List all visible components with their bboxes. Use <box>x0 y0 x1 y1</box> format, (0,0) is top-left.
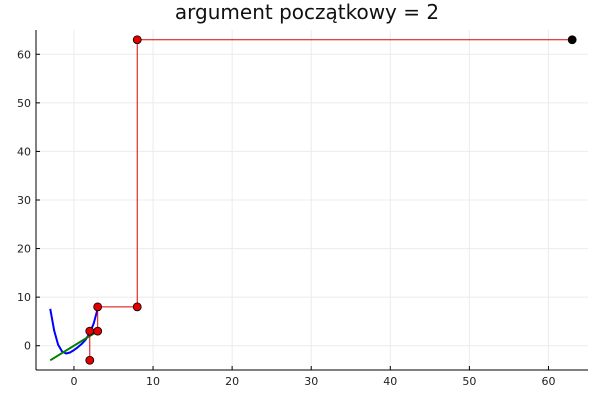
y-tick-label-3: 30 <box>17 194 31 207</box>
series-3-marker-3 <box>93 302 103 312</box>
y-tick-label-1: 10 <box>17 291 31 304</box>
y-tick-label-5: 50 <box>17 97 31 110</box>
chart-title: argument początkowy = 2 <box>175 0 439 24</box>
x-tick-label-0: 0 <box>70 375 77 388</box>
x-tick-label-2: 20 <box>225 375 239 388</box>
series-3-marker-2 <box>93 326 103 336</box>
y-tick-label-6: 60 <box>17 48 31 61</box>
grid <box>36 30 588 370</box>
axes: 0 10 20 30 40 50 60 0 10 20 30 40 50 60 <box>17 30 588 388</box>
series-4-marker-0 <box>567 35 577 45</box>
series-3-marker-0 <box>85 355 95 365</box>
x-tick-label-6: 60 <box>541 375 555 388</box>
y-tick-label-2: 20 <box>17 243 31 256</box>
x-tick-label-1: 10 <box>146 375 160 388</box>
x-tick-label-5: 50 <box>462 375 476 388</box>
series-3-marker-1 <box>85 326 95 336</box>
plot-series <box>49 35 577 365</box>
y-tick-label-0: 0 <box>24 340 31 353</box>
x-tick-label-3: 30 <box>304 375 318 388</box>
series-3-marker-4 <box>132 302 142 312</box>
y-tick-label-4: 40 <box>17 145 31 158</box>
x-tick-label-4: 40 <box>383 375 397 388</box>
series-3-marker-5 <box>132 35 142 45</box>
